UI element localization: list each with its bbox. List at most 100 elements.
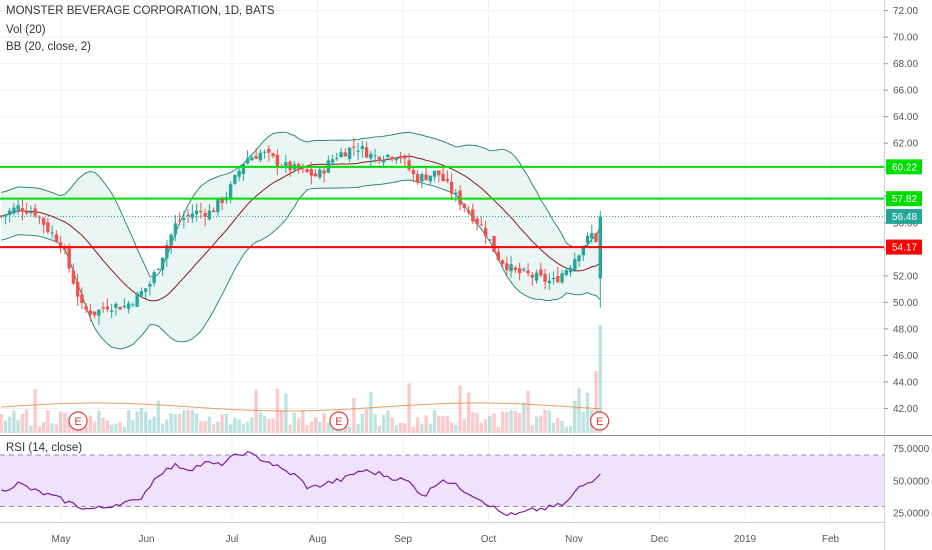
candle[interactable] bbox=[556, 266, 560, 284]
candle[interactable] bbox=[105, 298, 110, 312]
candle[interactable] bbox=[305, 168, 309, 174]
candle[interactable] bbox=[148, 280, 152, 296]
support-level-tag[interactable]: 54.17 bbox=[886, 239, 922, 255]
candle[interactable] bbox=[577, 254, 581, 267]
candle[interactable] bbox=[199, 202, 203, 219]
candle[interactable] bbox=[551, 271, 556, 285]
candle[interactable] bbox=[88, 303, 93, 322]
candle[interactable] bbox=[526, 263, 530, 277]
candle[interactable] bbox=[322, 167, 326, 183]
candle[interactable] bbox=[403, 154, 407, 166]
last-price-tag[interactable]: 56.48 bbox=[886, 208, 922, 224]
candle[interactable] bbox=[505, 256, 509, 277]
candle[interactable] bbox=[190, 204, 195, 224]
candle[interactable] bbox=[84, 303, 88, 313]
candle[interactable] bbox=[568, 265, 573, 277]
candle[interactable] bbox=[46, 218, 50, 235]
candle[interactable] bbox=[24, 203, 29, 216]
candle[interactable] bbox=[101, 301, 105, 313]
candle[interactable] bbox=[488, 239, 492, 242]
candle[interactable] bbox=[445, 170, 450, 184]
candle[interactable] bbox=[483, 220, 488, 245]
candle[interactable] bbox=[479, 216, 484, 226]
rsi-pane[interactable] bbox=[0, 451, 884, 517]
candle[interactable] bbox=[509, 256, 513, 278]
candle[interactable] bbox=[364, 141, 369, 159]
candle[interactable] bbox=[67, 243, 71, 273]
candle[interactable] bbox=[522, 267, 526, 273]
candle[interactable] bbox=[7, 207, 12, 223]
candle[interactable] bbox=[432, 170, 437, 182]
candle[interactable] bbox=[92, 311, 97, 319]
candle[interactable] bbox=[381, 155, 386, 168]
candle[interactable] bbox=[267, 145, 271, 162]
candle[interactable] bbox=[118, 306, 122, 310]
candle[interactable] bbox=[496, 245, 501, 262]
candle[interactable] bbox=[407, 153, 411, 172]
candle[interactable] bbox=[75, 273, 80, 306]
candle[interactable] bbox=[547, 273, 552, 291]
candle[interactable] bbox=[513, 266, 518, 273]
candle[interactable] bbox=[441, 166, 445, 182]
candle[interactable] bbox=[254, 148, 258, 159]
candle[interactable] bbox=[186, 209, 190, 223]
candle[interactable] bbox=[237, 167, 241, 182]
volume-indicator-label[interactable]: Vol (20) bbox=[6, 24, 46, 36]
resistance-level-tag[interactable]: 57.82 bbox=[886, 191, 922, 207]
candle[interactable] bbox=[492, 235, 496, 253]
candle[interactable] bbox=[585, 232, 590, 248]
candle[interactable] bbox=[58, 236, 63, 254]
candle[interactable] bbox=[428, 175, 433, 186]
candle[interactable] bbox=[581, 245, 586, 261]
candle[interactable] bbox=[318, 167, 322, 180]
candle[interactable] bbox=[394, 157, 399, 164]
candle[interactable] bbox=[373, 148, 377, 163]
candle[interactable] bbox=[415, 170, 420, 185]
candle[interactable] bbox=[301, 163, 305, 174]
candle[interactable] bbox=[12, 202, 16, 216]
candle[interactable] bbox=[475, 216, 479, 231]
candle[interactable] bbox=[177, 212, 182, 226]
candle[interactable] bbox=[207, 204, 212, 221]
candle[interactable] bbox=[369, 150, 373, 168]
candle[interactable] bbox=[33, 204, 37, 218]
resistance-level-tag[interactable]: 60.22 bbox=[886, 159, 922, 175]
candle[interactable] bbox=[500, 259, 505, 269]
candle[interactable] bbox=[377, 155, 382, 165]
candle[interactable] bbox=[203, 208, 207, 227]
candle[interactable] bbox=[411, 165, 416, 183]
candle[interactable] bbox=[564, 267, 569, 277]
time-axis[interactable]: May Jun Jul Aug Sep Oct Nov Dec 2019 Feb bbox=[52, 534, 840, 545]
rsi-indicator-label[interactable]: RSI (14, close) bbox=[6, 442, 83, 454]
candle[interactable] bbox=[271, 152, 275, 159]
candle[interactable] bbox=[250, 153, 254, 161]
candle[interactable] bbox=[449, 173, 454, 200]
candle[interactable] bbox=[194, 203, 199, 222]
candle[interactable] bbox=[169, 233, 173, 255]
candle[interactable] bbox=[390, 155, 394, 163]
candle[interactable] bbox=[20, 199, 25, 221]
candle[interactable] bbox=[398, 151, 403, 164]
candle[interactable] bbox=[3, 213, 8, 225]
candle[interactable] bbox=[135, 291, 139, 307]
candle[interactable] bbox=[50, 225, 54, 239]
candle[interactable] bbox=[534, 269, 539, 284]
candle[interactable] bbox=[54, 230, 59, 243]
candle[interactable] bbox=[352, 137, 356, 156]
candle[interactable] bbox=[63, 244, 67, 255]
candle[interactable] bbox=[16, 199, 20, 215]
candle[interactable] bbox=[530, 272, 535, 286]
candle[interactable] bbox=[330, 154, 335, 166]
candle[interactable] bbox=[347, 146, 352, 162]
candle[interactable] bbox=[471, 203, 475, 224]
candle[interactable] bbox=[360, 140, 365, 158]
candle[interactable] bbox=[539, 262, 543, 278]
candle[interactable] bbox=[284, 154, 288, 173]
candle[interactable] bbox=[143, 288, 148, 299]
candle[interactable] bbox=[109, 303, 114, 319]
candle[interactable] bbox=[262, 149, 267, 159]
candle[interactable] bbox=[139, 287, 144, 297]
candle[interactable] bbox=[424, 167, 428, 181]
candle[interactable] bbox=[543, 268, 547, 290]
